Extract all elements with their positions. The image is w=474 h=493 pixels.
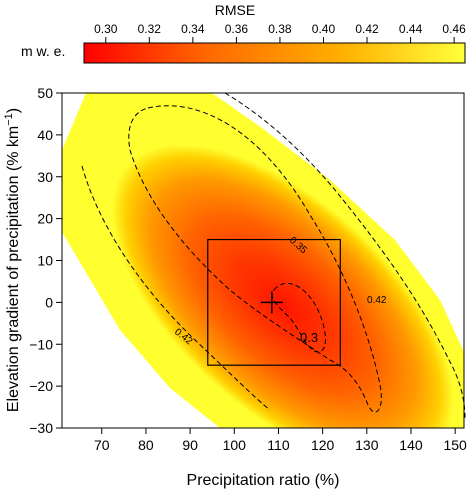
y-axis-label-suffix: )	[5, 108, 22, 113]
x-tick-label: 130	[355, 437, 379, 453]
x-axis-label: Precipitation ratio (%)	[187, 472, 340, 489]
x-tick-label: 110	[267, 437, 290, 453]
y-tick-label: 20	[37, 211, 53, 227]
y-tick-label: −10	[29, 336, 53, 352]
x-tick-label: 90	[182, 437, 198, 453]
y-tick-label: −20	[29, 378, 53, 394]
colorbar-ticks: 0.30 0.32 0.34 0.36 0.38 0.40 0.42 0.44 0.46	[94, 22, 466, 43]
colorbar-tick-label: 0.44	[399, 22, 423, 36]
y-tick-label: 10	[37, 253, 53, 269]
contour-0.35	[128, 105, 382, 413]
contour-0.3	[271, 282, 326, 353]
colorbar-tick-label: 0.46	[442, 22, 466, 36]
x-axis: 70 80 90 100 110 120 130 140 150	[94, 428, 467, 453]
contour-lines	[81, 92, 466, 419]
y-tick-label: −30	[29, 420, 53, 436]
y-tick-label: 0	[45, 294, 53, 310]
colorbar-unit: m w. e.	[21, 43, 65, 59]
colorbar-tick-label: 0.34	[181, 22, 205, 36]
minimum-marker	[260, 291, 283, 314]
y-axis-label-superscript: −1	[3, 113, 15, 126]
colorbar-title: RMSE	[215, 2, 255, 18]
colorbar-tick-label: 0.42	[355, 22, 379, 36]
y-axis-label-main: Elevation gradient of precipitation (% k…	[5, 126, 22, 412]
colorbar-tick-label: 0.36	[225, 22, 249, 36]
x-tick-label: 80	[138, 437, 154, 453]
contour-label-0.42-right: 0.42	[367, 295, 387, 306]
contour-0.42-upper	[224, 92, 466, 419]
y-tick-label: 40	[37, 127, 53, 143]
y-tick-label: 50	[37, 85, 53, 101]
colorbar-tick-label: 0.32	[138, 22, 162, 36]
selection-rectangle	[207, 238, 341, 366]
colorbar-gradient	[83, 42, 466, 64]
colorbar-tick-label: 0.30	[94, 22, 118, 36]
x-tick-label: 140	[399, 437, 423, 453]
x-tick-label: 120	[311, 437, 335, 453]
colorbar: RMSE m w. e. 0.30 0.32 0.34 0.36 0.38 0.40 0.4…	[21, 2, 466, 64]
contour-0.42-lower	[81, 165, 271, 411]
heatmap	[62, 93, 464, 428]
y-tick-label: 30	[37, 169, 53, 185]
colorbar-tick-label: 0.40	[312, 22, 336, 36]
heatmap-region	[62, 93, 464, 428]
x-tick-label: 150	[443, 437, 467, 453]
y-axis: −30 −20 −10 0 10 20 30 40 50	[29, 85, 62, 436]
contour-label-0.3: 0.3	[300, 330, 318, 345]
colorbar-tick-label: 0.38	[268, 22, 292, 36]
x-tick-label: 70	[94, 437, 110, 453]
x-tick-label: 100	[223, 437, 247, 453]
y-axis-label: Elevation gradient of precipitation (% k…	[3, 108, 22, 412]
